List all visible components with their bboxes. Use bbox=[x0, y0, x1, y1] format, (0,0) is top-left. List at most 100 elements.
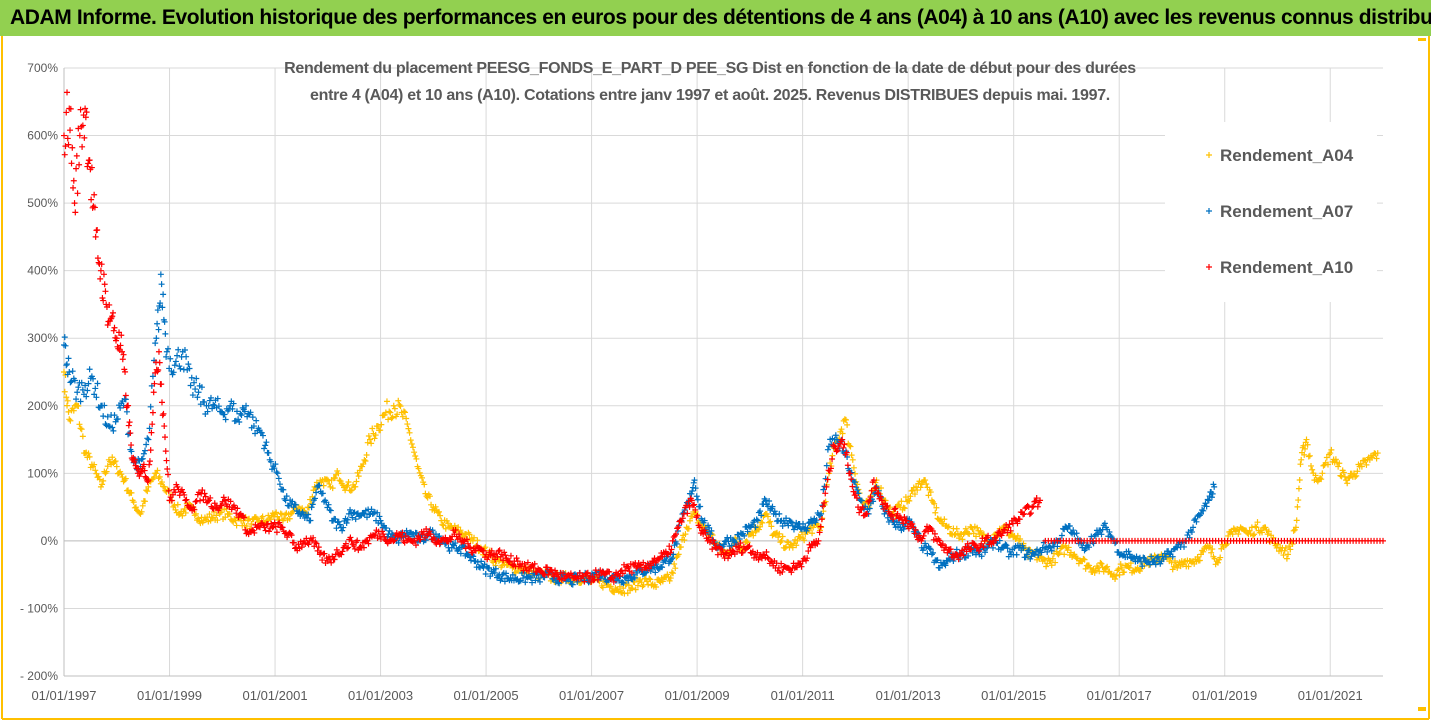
data-point bbox=[280, 486, 287, 493]
data-point bbox=[413, 455, 420, 462]
data-point bbox=[728, 542, 735, 549]
data-point bbox=[329, 485, 336, 492]
data-point bbox=[211, 500, 218, 507]
data-point bbox=[437, 512, 444, 519]
data-point bbox=[858, 497, 865, 504]
data-point bbox=[787, 541, 794, 548]
data-point bbox=[336, 477, 343, 484]
data-point bbox=[161, 434, 168, 441]
data-point bbox=[1281, 547, 1288, 554]
data-point bbox=[144, 435, 151, 442]
data-point bbox=[1327, 450, 1334, 457]
data-point bbox=[694, 496, 701, 503]
data-point bbox=[138, 508, 145, 515]
data-point bbox=[1336, 460, 1343, 467]
data-point bbox=[1208, 494, 1215, 501]
data-point bbox=[126, 419, 133, 426]
data-point bbox=[221, 411, 228, 418]
data-point bbox=[1168, 559, 1175, 566]
data-point bbox=[1312, 472, 1319, 479]
data-point bbox=[843, 449, 850, 456]
data-point bbox=[1024, 502, 1031, 509]
data-point bbox=[399, 529, 406, 536]
data-point bbox=[1022, 554, 1029, 561]
data-point bbox=[145, 436, 152, 443]
data-point bbox=[269, 524, 276, 531]
data-point bbox=[155, 366, 162, 373]
data-point bbox=[109, 313, 116, 320]
data-point bbox=[402, 409, 409, 416]
data-point bbox=[405, 425, 412, 432]
data-point bbox=[912, 526, 919, 533]
data-point bbox=[90, 375, 97, 382]
data-point bbox=[920, 532, 927, 539]
data-point bbox=[922, 477, 929, 484]
data-point bbox=[931, 530, 938, 537]
data-point bbox=[94, 255, 101, 262]
data-point bbox=[768, 523, 775, 530]
y-axis-ticks: 700% 600% 500% 400% 300% 200% 100% 0% - 100% - 20… bbox=[20, 61, 58, 683]
data-point bbox=[759, 519, 766, 526]
data-point bbox=[74, 190, 81, 197]
data-point bbox=[468, 557, 475, 564]
data-point bbox=[345, 544, 352, 551]
data-point bbox=[1026, 511, 1033, 518]
data-point bbox=[253, 417, 260, 424]
data-point bbox=[412, 453, 419, 460]
data-point bbox=[474, 559, 481, 566]
data-point bbox=[397, 403, 404, 410]
data-point bbox=[675, 551, 682, 558]
data-point bbox=[1292, 524, 1299, 531]
data-point bbox=[632, 586, 639, 593]
data-point bbox=[155, 326, 162, 333]
data-point bbox=[672, 565, 679, 572]
data-point bbox=[1033, 495, 1040, 502]
data-point bbox=[527, 575, 534, 582]
data-point bbox=[110, 427, 117, 434]
data-point bbox=[208, 514, 215, 521]
data-point bbox=[710, 537, 717, 544]
data-point bbox=[982, 549, 989, 556]
data-point bbox=[118, 332, 125, 339]
data-point bbox=[367, 436, 374, 443]
data-point bbox=[1317, 475, 1324, 482]
data-point bbox=[691, 477, 698, 484]
data-point bbox=[1082, 565, 1089, 572]
data-point bbox=[158, 281, 165, 288]
data-point bbox=[61, 369, 67, 375]
data-point bbox=[521, 561, 528, 568]
data-point bbox=[1295, 485, 1302, 492]
data-point bbox=[368, 506, 375, 513]
data-point bbox=[624, 563, 631, 570]
data-point bbox=[849, 456, 856, 463]
data-point bbox=[491, 569, 498, 576]
data-point bbox=[360, 544, 367, 551]
data-point bbox=[62, 143, 69, 150]
data-point bbox=[854, 487, 861, 494]
data-point bbox=[890, 516, 897, 523]
data-point bbox=[343, 483, 350, 490]
data-point bbox=[777, 539, 784, 546]
data-point bbox=[125, 402, 132, 409]
data-point bbox=[1319, 470, 1326, 477]
data-point bbox=[1207, 542, 1214, 549]
data-point bbox=[1282, 544, 1289, 551]
data-point bbox=[1297, 461, 1304, 468]
data-point bbox=[1103, 564, 1110, 571]
data-point bbox=[236, 419, 243, 426]
data-point bbox=[1021, 510, 1028, 517]
data-point bbox=[70, 177, 77, 184]
data-point bbox=[156, 302, 163, 309]
data-point bbox=[288, 532, 295, 539]
data-point bbox=[431, 534, 438, 541]
data-point bbox=[1066, 523, 1073, 530]
data-point bbox=[1270, 534, 1277, 541]
data-point bbox=[800, 520, 807, 527]
data-point bbox=[248, 521, 255, 527]
data-point bbox=[1285, 551, 1292, 558]
header-title: ADAM Informe. Evolution historique des p… bbox=[10, 6, 1431, 29]
data-point bbox=[460, 538, 467, 545]
data-point bbox=[153, 470, 160, 477]
data-point bbox=[1014, 532, 1021, 539]
data-point bbox=[752, 524, 759, 531]
